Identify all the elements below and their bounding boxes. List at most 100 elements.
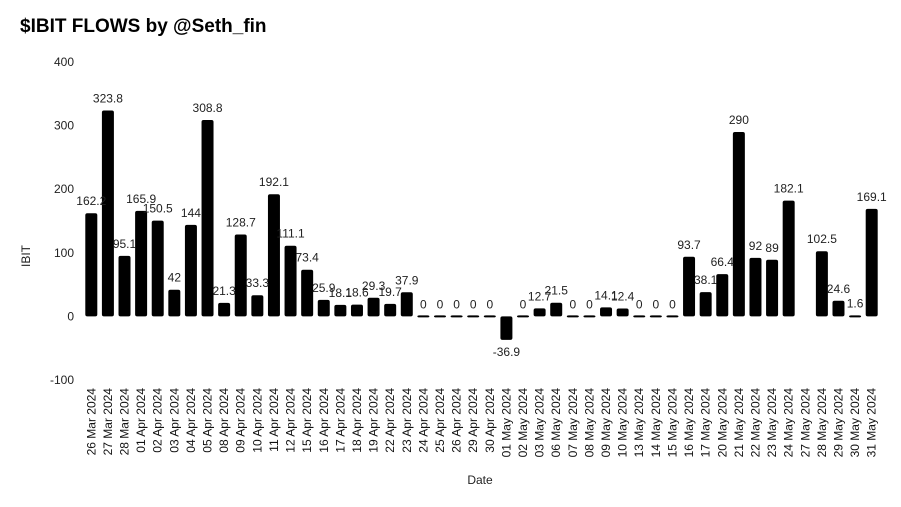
data-label: -36.9 (493, 345, 521, 359)
bar (500, 316, 513, 340)
bar (251, 295, 264, 317)
bar (716, 274, 729, 317)
x-tick-label: 17 Apr 2024 (333, 388, 347, 453)
bar (600, 307, 613, 317)
data-label: 290 (729, 113, 749, 127)
bar (832, 300, 845, 317)
bar (683, 256, 696, 317)
x-tick-label: 24 Apr 2024 (416, 388, 430, 453)
data-label: 18.6 (345, 286, 369, 300)
bar (135, 210, 148, 317)
x-tick-label: 16 Apr 2024 (317, 388, 331, 453)
data-label: 0 (520, 297, 527, 311)
data-label: 12.7 (528, 289, 552, 303)
data-label: 93.7 (677, 238, 701, 252)
bar (566, 315, 579, 318)
data-label: 144 (181, 206, 201, 220)
x-tick-label: 10 Apr 2024 (250, 388, 264, 453)
bar (384, 303, 397, 317)
data-label: 192.1 (259, 175, 289, 189)
bar (267, 194, 280, 317)
chart-title: $IBIT FLOWS by @Seth_fin (20, 16, 267, 37)
bar (633, 315, 646, 318)
data-label: 25.9 (312, 281, 336, 295)
bar (583, 315, 596, 318)
data-label: 111.1 (276, 227, 305, 241)
data-label: 29.3 (362, 279, 386, 293)
data-label: 0 (636, 297, 643, 311)
x-tick-label: 06 May 2024 (549, 388, 563, 458)
bar (766, 259, 779, 317)
x-axis-label: Date (467, 473, 493, 487)
x-tick-label: 25 Apr 2024 (433, 388, 447, 453)
x-tick-label: 11 Apr 2024 (267, 388, 281, 452)
data-label: 162.2 (76, 194, 106, 208)
x-tick-label: 04 Apr 2024 (184, 388, 198, 453)
bar (666, 315, 679, 318)
bar (234, 234, 247, 317)
bar (649, 315, 662, 318)
y-tick-label: -100 (50, 373, 74, 387)
data-label: 0 (669, 297, 676, 311)
bar (350, 304, 363, 317)
y-tick-label: 100 (54, 246, 74, 260)
data-label: 89 (765, 241, 779, 255)
x-tick-label: 15 Apr 2024 (300, 388, 314, 453)
bar (467, 315, 480, 318)
x-tick-label: 03 May 2024 (533, 388, 547, 458)
bar (284, 245, 297, 317)
x-tick-label: 29 May 2024 (831, 388, 845, 458)
y-tick-label: 0 (67, 309, 74, 323)
data-label: 0 (470, 297, 477, 311)
x-tick-label: 03 Apr 2024 (167, 388, 181, 453)
x-tick-label: 19 Apr 2024 (367, 388, 381, 453)
x-axis-ticks: 26 Mar 2024 27 Mar 2024 28 Mar 2024 01 Apr … (84, 388, 878, 458)
data-label: 19.7 (378, 285, 402, 299)
data-label: 323.8 (93, 91, 123, 105)
data-label: 182.1 (774, 182, 804, 196)
x-tick-label: 23 May 2024 (765, 388, 779, 458)
bar (301, 269, 314, 317)
x-tick-label: 07 May 2024 (566, 388, 580, 458)
x-tick-label: 16 May 2024 (682, 388, 696, 458)
data-label: 0 (437, 297, 444, 311)
x-tick-label: 23 Apr 2024 (400, 388, 414, 453)
bar (450, 315, 463, 318)
x-tick-label: 21 May 2024 (732, 388, 746, 458)
data-label: 33.3 (246, 276, 270, 290)
data-label: 0 (453, 297, 460, 311)
data-label: 0 (569, 297, 576, 311)
x-tick-label: 28 May 2024 (815, 388, 829, 458)
bar (849, 315, 862, 318)
bar (483, 315, 496, 318)
x-tick-label: 08 May 2024 (582, 388, 596, 458)
data-label: 42 (168, 271, 182, 285)
x-tick-label: 17 May 2024 (699, 388, 713, 458)
data-label: 165.9 (126, 192, 156, 206)
data-label: 14.1 (594, 288, 618, 302)
x-tick-label: 27 Mar 2024 (101, 388, 115, 456)
x-tick-label: 27 May 2024 (798, 388, 812, 458)
data-label: 0 (420, 297, 427, 311)
x-tick-label: 01 May 2024 (499, 388, 513, 458)
bar (533, 308, 546, 317)
bar (317, 299, 330, 317)
y-axis-label: IBIT (19, 244, 33, 267)
x-tick-label: 24 May 2024 (782, 388, 796, 458)
x-tick-label: 02 May 2024 (516, 388, 530, 458)
data-label: 12.4 (611, 290, 635, 304)
bar (400, 292, 413, 317)
bar (334, 304, 347, 317)
bar (550, 302, 563, 317)
bar (367, 297, 380, 317)
data-label: 24.6 (827, 282, 851, 296)
data-label: 37.9 (395, 273, 419, 287)
data-label: 21.3 (212, 284, 236, 298)
bar (517, 315, 530, 318)
y-tick-label: 300 (54, 119, 74, 133)
x-tick-label: 15 May 2024 (665, 388, 679, 458)
x-tick-label: 31 May 2024 (865, 388, 879, 458)
x-tick-label: 08 Apr 2024 (217, 388, 231, 453)
x-tick-label: 20 May 2024 (715, 388, 729, 458)
